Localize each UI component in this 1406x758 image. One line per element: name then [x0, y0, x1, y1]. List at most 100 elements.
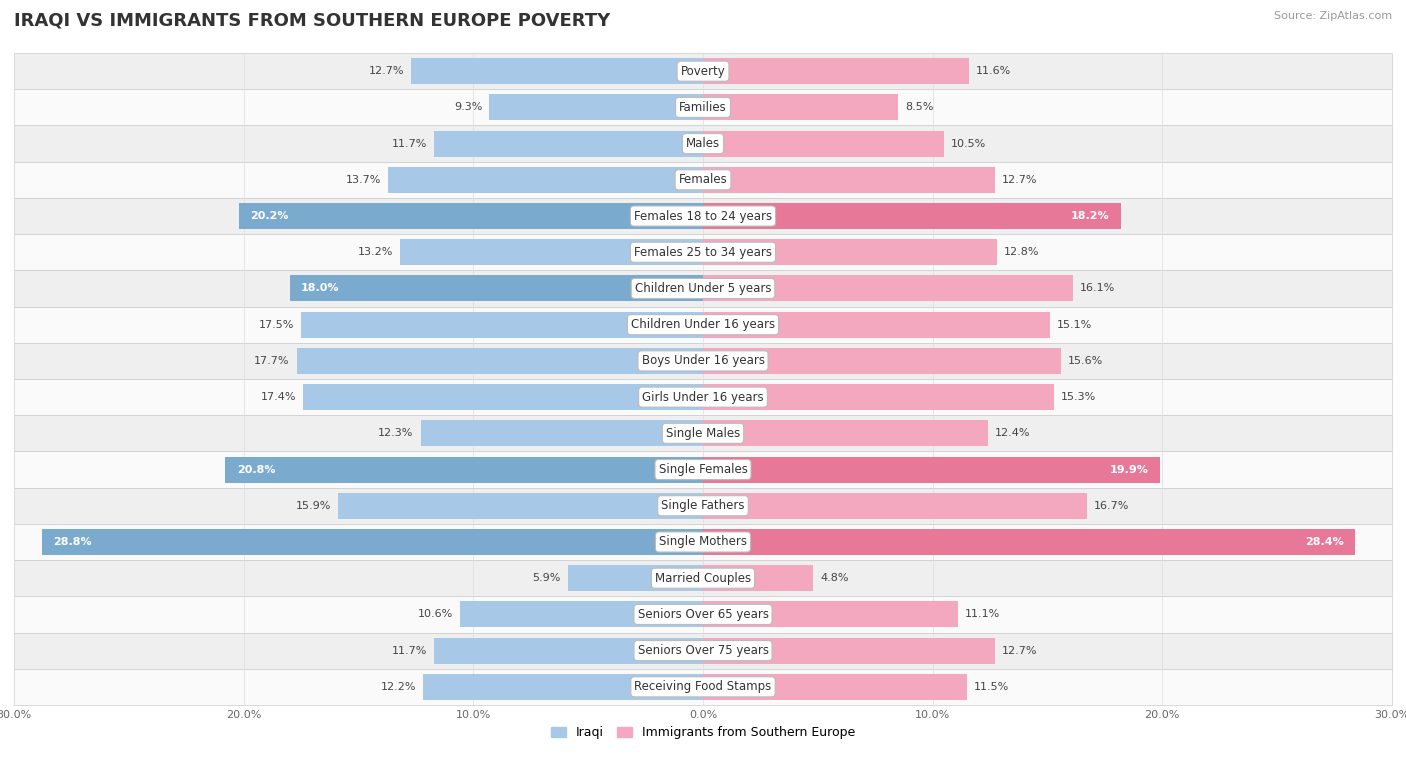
Bar — [568, 565, 703, 591]
Text: 13.7%: 13.7% — [346, 175, 381, 185]
Text: Males: Males — [686, 137, 720, 150]
Text: 16.7%: 16.7% — [1094, 501, 1129, 511]
Bar — [301, 312, 703, 338]
Bar — [703, 130, 945, 157]
FancyBboxPatch shape — [14, 632, 1392, 669]
Bar — [290, 275, 703, 302]
Text: 18.2%: 18.2% — [1071, 211, 1109, 221]
Text: IRAQI VS IMMIGRANTS FROM SOUTHERN EUROPE POVERTY: IRAQI VS IMMIGRANTS FROM SOUTHERN EUROPE… — [14, 11, 610, 30]
Text: 10.6%: 10.6% — [418, 609, 453, 619]
FancyBboxPatch shape — [14, 452, 1392, 487]
Text: Females: Females — [679, 174, 727, 186]
Legend: Iraqi, Immigrants from Southern Europe: Iraqi, Immigrants from Southern Europe — [546, 722, 860, 744]
Bar — [703, 565, 813, 591]
FancyBboxPatch shape — [14, 487, 1392, 524]
Bar — [703, 275, 1073, 302]
FancyBboxPatch shape — [14, 161, 1392, 198]
Text: 15.9%: 15.9% — [295, 501, 330, 511]
FancyBboxPatch shape — [14, 89, 1392, 126]
Bar — [434, 637, 703, 664]
Bar — [703, 58, 969, 84]
Bar — [225, 456, 703, 483]
Bar — [304, 384, 703, 410]
Text: 13.2%: 13.2% — [357, 247, 392, 257]
Text: Children Under 16 years: Children Under 16 years — [631, 318, 775, 331]
FancyBboxPatch shape — [14, 560, 1392, 597]
Bar — [399, 240, 703, 265]
Bar — [703, 94, 898, 121]
Text: 9.3%: 9.3% — [454, 102, 482, 112]
Text: 17.7%: 17.7% — [254, 356, 290, 366]
Text: Receiving Food Stamps: Receiving Food Stamps — [634, 681, 772, 694]
Text: Married Couples: Married Couples — [655, 572, 751, 584]
Bar — [703, 493, 1087, 518]
Bar — [423, 674, 703, 700]
FancyBboxPatch shape — [14, 379, 1392, 415]
FancyBboxPatch shape — [14, 198, 1392, 234]
Text: 17.4%: 17.4% — [262, 392, 297, 402]
Text: 18.0%: 18.0% — [301, 283, 340, 293]
Bar — [239, 203, 703, 229]
Text: 5.9%: 5.9% — [533, 573, 561, 583]
Bar — [412, 58, 703, 84]
FancyBboxPatch shape — [14, 126, 1392, 161]
Bar — [703, 420, 988, 446]
Bar — [460, 601, 703, 628]
Text: Boys Under 16 years: Boys Under 16 years — [641, 355, 765, 368]
Text: 11.5%: 11.5% — [974, 682, 1010, 692]
Bar — [703, 674, 967, 700]
Bar — [703, 529, 1355, 555]
Text: 20.2%: 20.2% — [250, 211, 290, 221]
Text: 10.5%: 10.5% — [950, 139, 986, 149]
Text: 17.5%: 17.5% — [259, 320, 294, 330]
Text: 19.9%: 19.9% — [1109, 465, 1149, 475]
Text: 4.8%: 4.8% — [820, 573, 849, 583]
Text: Single Mothers: Single Mothers — [659, 535, 747, 549]
Bar — [703, 348, 1062, 374]
Text: 12.8%: 12.8% — [1004, 247, 1039, 257]
Text: Seniors Over 75 years: Seniors Over 75 years — [637, 644, 769, 657]
Text: 12.3%: 12.3% — [378, 428, 413, 438]
Text: 12.7%: 12.7% — [1001, 646, 1038, 656]
FancyBboxPatch shape — [14, 53, 1392, 89]
Text: 15.3%: 15.3% — [1062, 392, 1097, 402]
Bar — [703, 167, 994, 193]
Bar — [337, 493, 703, 518]
Bar — [703, 601, 957, 628]
FancyBboxPatch shape — [14, 343, 1392, 379]
Text: Poverty: Poverty — [681, 64, 725, 77]
Text: 12.7%: 12.7% — [1001, 175, 1038, 185]
Text: 11.7%: 11.7% — [392, 646, 427, 656]
Text: Children Under 5 years: Children Under 5 years — [634, 282, 772, 295]
Text: Seniors Over 65 years: Seniors Over 65 years — [637, 608, 769, 621]
Bar — [434, 130, 703, 157]
Text: 11.6%: 11.6% — [976, 66, 1011, 76]
Text: Single Females: Single Females — [658, 463, 748, 476]
Bar — [703, 456, 1160, 483]
FancyBboxPatch shape — [14, 271, 1392, 306]
Text: 12.7%: 12.7% — [368, 66, 405, 76]
Text: 11.1%: 11.1% — [965, 609, 1000, 619]
Text: 15.6%: 15.6% — [1069, 356, 1104, 366]
Text: 28.8%: 28.8% — [53, 537, 91, 547]
FancyBboxPatch shape — [14, 415, 1392, 452]
Text: Girls Under 16 years: Girls Under 16 years — [643, 390, 763, 403]
Text: Females 25 to 34 years: Females 25 to 34 years — [634, 246, 772, 258]
Text: 12.4%: 12.4% — [994, 428, 1031, 438]
Bar — [703, 312, 1050, 338]
Text: 16.1%: 16.1% — [1080, 283, 1115, 293]
Text: 11.7%: 11.7% — [392, 139, 427, 149]
Text: Families: Families — [679, 101, 727, 114]
Bar — [297, 348, 703, 374]
Text: Source: ZipAtlas.com: Source: ZipAtlas.com — [1274, 11, 1392, 21]
Bar — [703, 203, 1121, 229]
Text: 20.8%: 20.8% — [236, 465, 276, 475]
Text: 12.2%: 12.2% — [381, 682, 416, 692]
Bar — [489, 94, 703, 121]
Bar — [388, 167, 703, 193]
FancyBboxPatch shape — [14, 597, 1392, 632]
Bar — [420, 420, 703, 446]
FancyBboxPatch shape — [14, 306, 1392, 343]
Text: 28.4%: 28.4% — [1305, 537, 1344, 547]
Text: Single Males: Single Males — [666, 427, 740, 440]
